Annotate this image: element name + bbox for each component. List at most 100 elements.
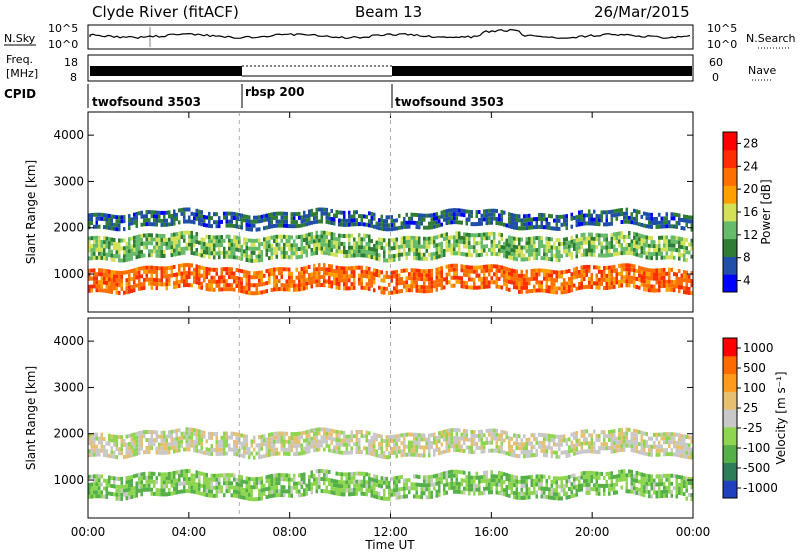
heatmap-cell: [471, 233, 474, 237]
heatmap-cell: [548, 237, 551, 241]
heatmap-cell: [413, 213, 416, 217]
heatmap-cell: [298, 287, 301, 291]
heatmap-cell: [546, 483, 549, 487]
heatmap-cell: [411, 280, 414, 284]
heatmap-cell: [513, 475, 516, 479]
heatmap-cell: [313, 478, 316, 482]
heatmap-cell: [538, 288, 541, 292]
heatmap-cell: [396, 476, 399, 480]
heatmap-cell: [206, 477, 209, 481]
heatmap-cell: [206, 243, 209, 247]
heatmap-cell: [671, 288, 674, 292]
heatmap-cell: [226, 255, 229, 259]
heatmap-cell: [658, 248, 661, 252]
heatmap-cell: [173, 281, 176, 285]
heatmap-cell: [246, 476, 249, 480]
heatmap-cell: [541, 217, 544, 221]
heatmap-cell: [566, 253, 569, 257]
heatmap-cell: [261, 488, 264, 492]
heatmap-cell: [626, 216, 629, 220]
heatmap-cell: [211, 243, 214, 247]
heatmap-cell: [418, 249, 421, 253]
heatmap-cell: [428, 245, 431, 249]
heatmap-cell: [111, 454, 114, 458]
heatmap-cell: [223, 481, 226, 485]
heatmap-cell: [431, 277, 434, 281]
heatmap-cell: [668, 224, 671, 228]
heatmap-cell: [353, 492, 356, 496]
heatmap-cell: [491, 276, 494, 280]
heatmap-cell: [506, 223, 509, 227]
heatmap-cell: [523, 476, 526, 480]
heatmap-cell: [291, 235, 294, 239]
heatmap-cell: [643, 267, 646, 271]
heatmap-cell: [218, 482, 221, 486]
heatmap-cell: [196, 470, 199, 474]
heatmap-cell: [413, 256, 416, 260]
heatmap-cell: [598, 233, 601, 237]
heatmap-cell: [208, 477, 211, 481]
heatmap-cell: [143, 484, 146, 488]
heatmap-cell: [653, 221, 656, 225]
heatmap-cell: [218, 276, 221, 280]
heatmap-cell: [178, 268, 181, 272]
heatmap-cell: [256, 477, 259, 481]
heatmap-cell: [526, 237, 529, 241]
heatmap-cell: [301, 435, 304, 439]
heatmap-cell: [536, 491, 539, 495]
heatmap-cell: [498, 471, 501, 475]
heatmap-cell: [296, 486, 299, 490]
heatmap-cell: [281, 283, 284, 287]
heatmap-cell: [263, 488, 266, 492]
heatmap-cell: [201, 249, 204, 253]
heatmap-cell: [413, 221, 416, 225]
heatmap-cell: [483, 285, 486, 289]
heatmap-cell: [676, 277, 679, 281]
heatmap-cell: [623, 247, 626, 251]
heatmap-cell: [338, 492, 341, 496]
heatmap-cell: [396, 480, 399, 484]
heatmap-cell: [471, 484, 474, 488]
heatmap-cell: [306, 450, 309, 454]
heatmap-cell: [541, 221, 544, 225]
heatmap-cell: [466, 445, 469, 449]
heatmap-cell: [673, 244, 676, 248]
heatmap-cell: [116, 219, 119, 223]
heatmap-cell: [293, 220, 296, 224]
heatmap-cell: [453, 212, 456, 216]
heatmap-cell: [201, 484, 204, 488]
heatmap-cell: [483, 249, 486, 253]
heatmap-cell: [116, 447, 119, 451]
heatmap-cell: [328, 482, 331, 486]
heatmap-cell: [191, 220, 194, 224]
heatmap-cell: [658, 240, 661, 244]
heatmap-cell: [201, 241, 204, 245]
heatmap-cell: [241, 479, 244, 483]
heatmap-cell: [601, 282, 604, 286]
heatmap-cell: [218, 288, 221, 292]
heatmap-cell: [598, 270, 601, 274]
heatmap-cell: [473, 484, 476, 488]
heatmap-cell: [656, 248, 659, 252]
heatmap-cell: [168, 222, 171, 226]
heatmap-cell: [96, 225, 99, 229]
heatmap-cell: [358, 266, 361, 270]
heatmap-cell: [333, 479, 336, 483]
heatmap-cell: [518, 242, 521, 246]
heatmap-cell: [623, 251, 626, 255]
heatmap-cell: [213, 288, 216, 292]
heatmap-cell: [588, 269, 591, 273]
heatmap-cell: [303, 266, 306, 270]
heatmap-cell: [156, 211, 159, 215]
heatmap-cell: [208, 220, 211, 224]
heatmap-cell: [578, 238, 581, 242]
heatmap-cell: [278, 212, 281, 216]
heatmap-cell: [236, 486, 239, 490]
heatmap-cell: [413, 236, 416, 240]
heatmap-cell: [368, 239, 371, 243]
heatmap-cell: [153, 218, 156, 222]
heatmap-cell: [283, 473, 286, 477]
heatmap-cell: [543, 273, 546, 277]
heatmap-cell: [638, 274, 641, 278]
heatmap-cell: [346, 451, 349, 455]
